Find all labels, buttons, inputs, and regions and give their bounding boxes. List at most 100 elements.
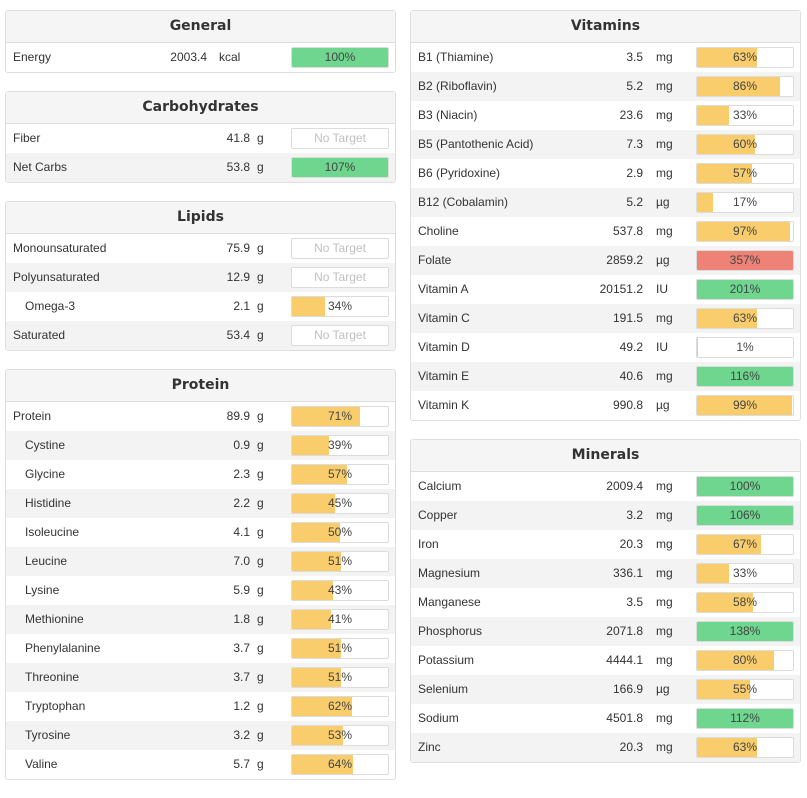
nutrient-amount: 2.1 [233,299,250,313]
nutrient-row[interactable]: Choline 537.8 mg 97% [411,217,800,246]
nutrient-row[interactable]: Potassium 4444.1 mg 80% [411,646,800,675]
nutrient-row[interactable]: Glycine 2.3 g 57% [6,460,395,489]
nutrient-unit: g [257,241,264,255]
nutrient-row[interactable]: Protein 89.9 g 71% [6,402,395,431]
progress-fill [697,222,791,241]
nutrient-row[interactable]: Saturated 53.4 g No Target [6,321,395,350]
target-progress-bar: 1% [696,337,794,358]
progress-label: 34% [327,299,353,313]
nutrient-row[interactable]: Methionine 1.8 g 41% [6,605,395,634]
panel-title: Protein [6,370,395,402]
nutrient-amount: 3.5 [626,595,643,609]
nutrient-row[interactable]: Iron 20.3 mg 67% [411,530,800,559]
target-progress-bar: 100% [291,47,389,68]
nutrient-row[interactable]: Net Carbs 53.8 g 107% [6,153,395,182]
progress-label: 60% [732,137,758,151]
nutrient-unit: g [257,728,264,742]
nutrient-row[interactable]: B5 (Pantothenic Acid) 7.3 mg 60% [411,130,800,159]
nutrient-name: Copper [418,508,458,522]
nutrient-row[interactable]: Sodium 4501.8 mg 112% [411,704,800,733]
progress-fill [697,280,793,299]
nutrient-unit: mg [656,369,673,383]
nutrient-unit: mg [656,166,673,180]
nutrient-unit: µg [656,195,670,209]
target-progress-bar: 33% [696,563,794,584]
nutrient-amount: 89.9 [226,409,250,423]
nutrient-row[interactable]: Selenium 166.9 µg 55% [411,675,800,704]
nutrient-row[interactable]: Phosphorus 2071.8 mg 138% [411,617,800,646]
nutrient-row[interactable]: Vitamin E 40.6 mg 116% [411,362,800,391]
nutrient-unit: g [257,328,264,342]
nutrient-unit: mg [656,624,673,638]
nutrient-row[interactable]: Magnesium 336.1 mg 33% [411,559,800,588]
nutrient-amount: 41.8 [226,131,250,145]
nutrient-row[interactable]: Calcium 2009.4 mg 100% [411,472,800,501]
nutrient-row[interactable]: Omega-3 2.1 g 34% [6,292,395,321]
progress-label: 62% [327,699,353,713]
target-progress-bar: 57% [696,163,794,184]
nutrient-row[interactable]: Tryptophan 1.2 g 62% [6,692,395,721]
nutrient-row[interactable]: Fiber 41.8 g No Target [6,124,395,153]
nutrient-row[interactable]: Threonine 3.7 g 51% [6,663,395,692]
nutrient-row[interactable]: Histidine 2.2 g 45% [6,489,395,518]
nutrient-row[interactable]: Phenylalanine 3.7 g 51% [6,634,395,663]
progress-fill [292,697,352,716]
nutrient-unit: mg [656,224,673,238]
progress-fill [697,651,774,670]
nutrient-row[interactable]: Leucine 7.0 g 51% [6,547,395,576]
nutrient-row[interactable]: Vitamin K 990.8 µg 99% [411,391,800,420]
target-progress-bar: 34% [291,296,389,317]
nutrient-row[interactable]: B1 (Thiamine) 3.5 mg 63% [411,43,800,72]
nutrient-row[interactable]: B2 (Riboflavin) 5.2 mg 86% [411,72,800,101]
progress-label: 39% [327,438,353,452]
general-rows: Energy 2003.4 kcal 100% [6,43,395,72]
progress-label: 100% [324,50,356,64]
target-progress-bar: 100% [696,476,794,497]
nutrient-row[interactable]: Folate 2859.2 µg 357% [411,246,800,275]
nutrient-name: Magnesium [418,566,481,580]
nutrient-name: Lysine [25,583,60,597]
progress-fill [697,251,793,270]
target-progress-bar: 43% [291,580,389,601]
progress-label: No Target [314,328,366,342]
protein-panel: Protein Protein 89.9 g 71% Cystine 0.9 g 39% Gly… [5,369,396,780]
nutrient-row[interactable]: Isoleucine 4.1 g 50% [6,518,395,547]
progress-fill [292,494,336,513]
progress-label: 112% [730,711,760,725]
nutrient-row[interactable]: Copper 3.2 mg 106% [411,501,800,530]
nutrient-amount: 2.3 [233,467,250,481]
nutrient-name: Sodium [418,711,459,725]
nutrient-amount: 49.2 [619,340,643,354]
nutrient-name: B12 (Cobalamin) [418,195,509,209]
nutrient-amount: 5.9 [233,583,250,597]
nutrient-amount: 3.7 [233,641,250,655]
progress-label: 1% [736,340,754,354]
nutrient-row[interactable]: Energy 2003.4 kcal 100% [6,43,395,72]
target-progress-bar: 97% [696,221,794,242]
nutrient-row[interactable]: B3 (Niacin) 23.6 mg 33% [411,101,800,130]
nutrient-name: Choline [418,224,459,238]
progress-fill [697,506,793,525]
nutrient-row[interactable]: Cystine 0.9 g 39% [6,431,395,460]
target-progress-bar: 45% [291,493,389,514]
nutrient-amount: 2071.8 [606,624,643,638]
target-progress-bar: 63% [696,308,794,329]
nutrient-amount: 3.7 [233,670,250,684]
nutrient-row[interactable]: B6 (Pyridoxine) 2.9 mg 57% [411,159,800,188]
nutrient-row[interactable]: Lysine 5.9 g 43% [6,576,395,605]
nutrient-row[interactable]: Tyrosine 3.2 g 53% [6,721,395,750]
nutrient-row[interactable]: Monounsaturated 75.9 g No Target [6,234,395,263]
nutrient-row[interactable]: B12 (Cobalamin) 5.2 µg 17% [411,188,800,217]
nutrient-row[interactable]: Valine 5.7 g 64% [6,750,395,779]
nutrient-name: B1 (Thiamine) [418,50,494,64]
nutrient-row[interactable]: Polyunsaturated 12.9 g No Target [6,263,395,292]
nutrient-name: Vitamin D [418,340,470,354]
target-progress-bar: 357% [696,250,794,271]
nutrient-amount: 336.1 [612,566,643,580]
nutrient-row[interactable]: Manganese 3.5 mg 58% [411,588,800,617]
nutrient-row[interactable]: Vitamin A 20151.2 IU 201% [411,275,800,304]
nutrient-row[interactable]: Vitamin C 191.5 mg 63% [411,304,800,333]
nutrient-row[interactable]: Zinc 20.3 mg 63% [411,733,800,762]
nutrient-row[interactable]: Vitamin D 49.2 IU 1% [411,333,800,362]
progress-label: 57% [732,166,758,180]
